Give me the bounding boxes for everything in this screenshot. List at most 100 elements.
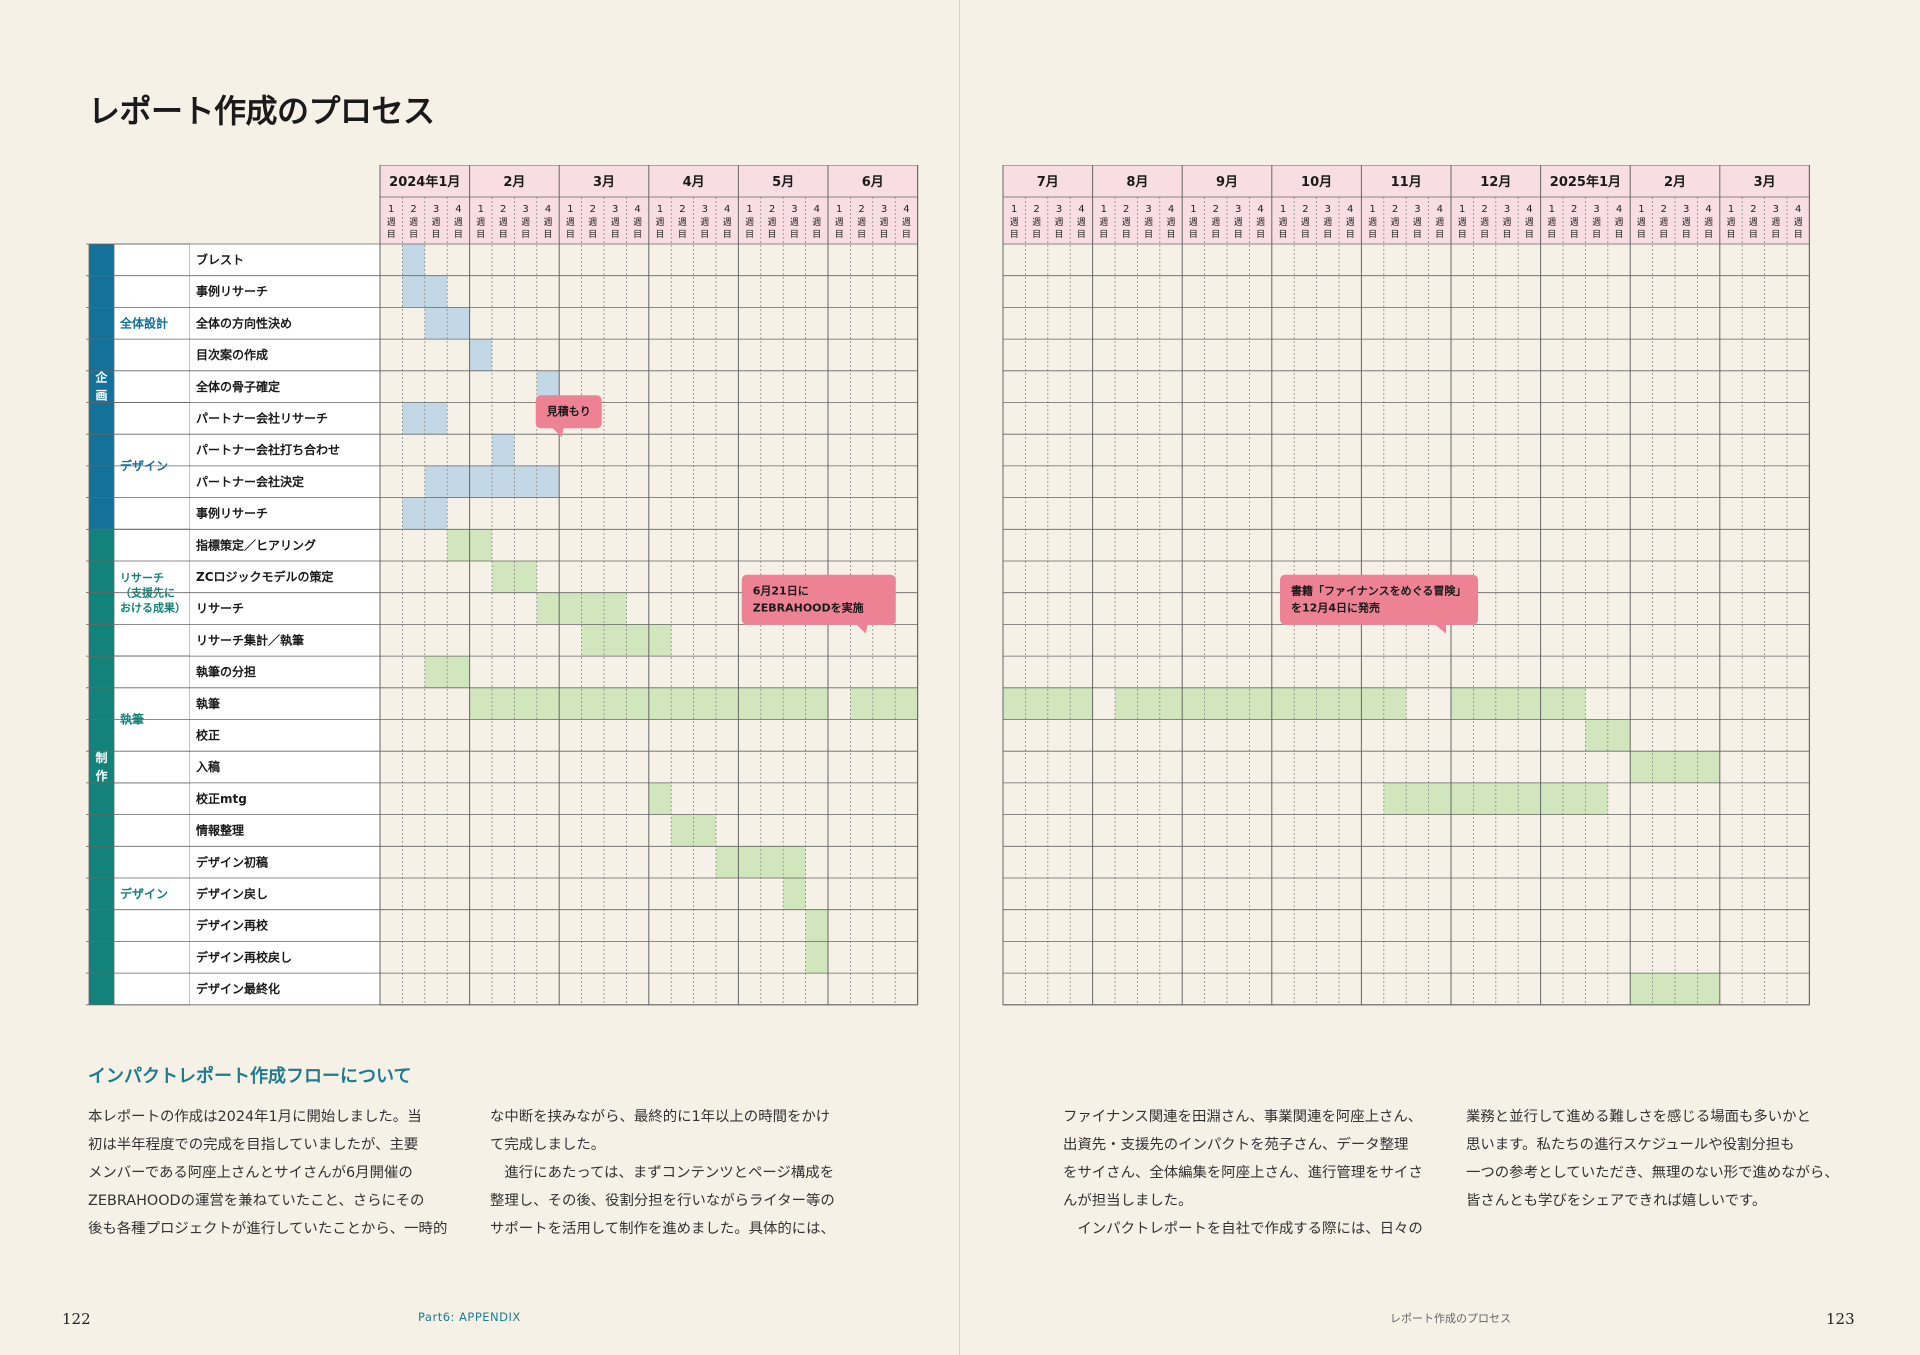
week-number-label: 4 (1616, 204, 1622, 215)
week-label-char: 目 (1032, 229, 1041, 240)
week-label-char: 週 (1144, 217, 1153, 228)
week-number-label: 1 (1190, 204, 1196, 215)
week-number-label: 4 (1437, 204, 1443, 215)
week-number-label: 4 (545, 204, 551, 215)
week-number-label: 2 (1033, 204, 1039, 215)
task-label-cell (190, 370, 380, 403)
week-label-char: 週 (1166, 217, 1175, 228)
task-label: 執筆 (196, 696, 220, 711)
week-label-char: 目 (1256, 229, 1265, 240)
week-label-char: 週 (1122, 217, 1131, 228)
week-label-char: 週 (1256, 217, 1265, 228)
body-line: 出資先・支援先のインパクトを苑子さん、データ整理 (1063, 1137, 1409, 1153)
task-label: 校正 (196, 728, 220, 743)
subgroup-label: デザイン (120, 458, 168, 473)
subgroup-cell (113, 243, 191, 403)
task-label: 執筆の分担 (196, 664, 256, 679)
week-label-char: 週 (1368, 217, 1377, 228)
month-label: 11月 (1391, 175, 1422, 190)
task-label: リサーチ (196, 602, 244, 616)
week-label-char: 週 (879, 217, 888, 228)
week-number-label: 1 (836, 204, 842, 215)
body-line: サポートを活用して制作を進めました。具体的には、 (490, 1221, 835, 1237)
week-label-char: 目 (1726, 229, 1735, 240)
body-line: メンバーである阿座上さんとサイさんが6月開催の (88, 1165, 413, 1181)
task-label-cell (190, 434, 380, 466)
task-label-cell (190, 592, 380, 625)
week-number-label: 2 (1302, 204, 1308, 215)
task-label-cell (190, 941, 380, 974)
week-label-char: 週 (1749, 217, 1758, 228)
week-number-label: 3 (1504, 204, 1510, 215)
week-number-label: 3 (1593, 204, 1599, 215)
body-column-2: な中断を挟みながら、最終的に1年以上の時間をかけ て完成しました。 進行にあたっ… (490, 1103, 865, 1243)
section-heading: インパクトレポート作成フローについて (88, 1066, 412, 1087)
week-label-char: 目 (431, 229, 440, 240)
callout-pointer (551, 427, 564, 438)
task-bar (536, 370, 560, 403)
week-number-label: 4 (1168, 204, 1174, 215)
body-line: をサイさん、全体編集を阿座上さん、進行管理をサイさ (1063, 1165, 1423, 1181)
week-label-char: 目 (857, 229, 866, 240)
task-label: ブレスト (196, 252, 244, 267)
week-label-char: 目 (1771, 229, 1780, 240)
week-number-label: 4 (1526, 204, 1532, 215)
task-bar (805, 909, 828, 942)
gantt-chart-left: 企画制作全体設計デザインリサーチ（支援先における成果）執筆デザイン2024年1月… (86, 165, 919, 1006)
week-label-char: 週 (723, 217, 732, 228)
task-label: 全体の骨子確定 (195, 379, 280, 394)
page-spine (959, 0, 960, 1355)
week-label-char: 週 (1435, 217, 1444, 228)
group-label-char: 企 (94, 370, 108, 385)
week-label-char: 週 (1301, 217, 1310, 228)
gantt-chart-right: 7月 8月 9月 10月 11月 12月 2025年1月 2月 3月 1 週目 2 週目 3 週目 4 週目 1 週… (1002, 165, 1810, 1006)
task-label: デザイン最終化 (196, 981, 280, 996)
week-label-char: 週 (1054, 217, 1063, 228)
week-number-label: 4 (455, 204, 461, 215)
week-label-char: 週 (387, 217, 396, 228)
week-number-label: 2 (590, 204, 596, 215)
week-label-char: 目 (812, 229, 821, 240)
task-label-cell (190, 782, 380, 815)
week-label-char: 目 (611, 229, 620, 240)
body-line: 後も各種プロジェクトが進行していたことから、一時的 (88, 1221, 448, 1237)
week-number-label: 2 (858, 204, 864, 215)
week-label-char: 週 (1032, 217, 1041, 228)
week-label-char: 週 (1010, 217, 1019, 228)
month-label: 5月 (772, 175, 794, 190)
week-label-char: 週 (812, 217, 821, 228)
week-number-label: 2 (1481, 204, 1487, 215)
week-label-char: 週 (521, 217, 530, 228)
task-label-cell (190, 624, 380, 657)
week-label-char: 目 (1592, 229, 1601, 240)
month-label: 10月 (1301, 175, 1332, 190)
week-number-label: 3 (1773, 204, 1779, 215)
task-label-cell (190, 814, 380, 847)
body-line: ZEBRAHOODの運営を兼ねていたこと、さらにその (88, 1193, 425, 1209)
footer-section-label: Part6: APPENDIX (418, 1310, 521, 1324)
week-label-char: 目 (1278, 229, 1287, 240)
week-number-label: 4 (1705, 204, 1711, 215)
task-label-cell (190, 751, 380, 783)
task-label-cell (190, 244, 380, 276)
week-number-label: 1 (1011, 204, 1017, 215)
task-bar (1115, 687, 1407, 720)
body-line: 初は半年程度での完成を目指していましたが、主要 (88, 1137, 419, 1153)
group-band (89, 244, 114, 530)
week-label-char: 週 (1704, 217, 1713, 228)
week-label-char: 目 (1502, 229, 1511, 240)
task-label-cell (190, 561, 380, 593)
week-label-char: 週 (835, 217, 844, 228)
group-label-char: 作 (95, 768, 107, 783)
body-line: 整理し、その後、役割分担を行いながらライター等の (490, 1193, 835, 1209)
task-label: パートナー会社打ち合わせ (196, 442, 340, 457)
group-label-char: 画 (95, 389, 107, 403)
callout-text: 見積もり (546, 404, 591, 418)
task-label-cell (190, 529, 380, 561)
month-label: 2024年1月 (389, 174, 460, 190)
task-label: 校正mtg (196, 791, 247, 806)
week-label-char: 目 (1435, 229, 1444, 240)
task-label: 情報整理 (196, 823, 244, 838)
week-number-label: 3 (612, 204, 618, 215)
